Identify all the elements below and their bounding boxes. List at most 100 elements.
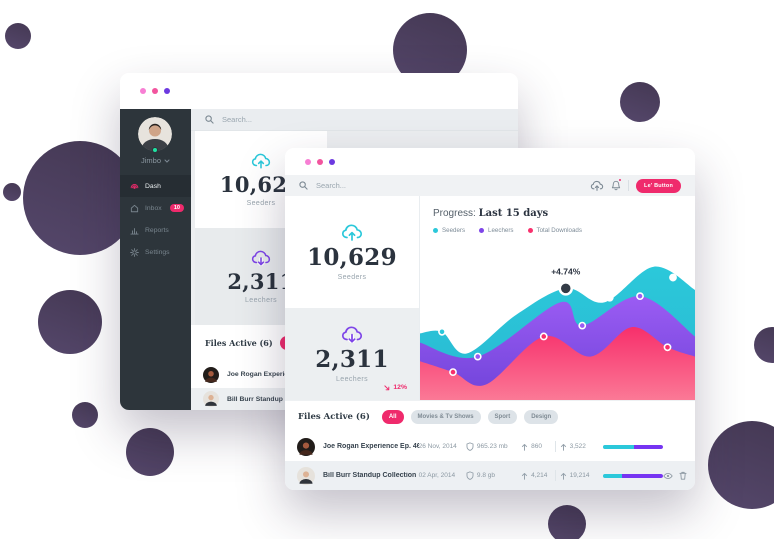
decor-circle	[620, 82, 660, 122]
arrow-up-icon	[560, 443, 566, 451]
trend-indicator: 12%	[384, 384, 407, 391]
decor-circle	[708, 421, 774, 509]
file-row[interactable]: Bill Burr Standup Collection 02 Apr, 201…	[285, 461, 695, 490]
file-title: Bill Burr Standup Collection	[227, 395, 318, 403]
seeders-label: Seeders	[246, 200, 276, 207]
window-controls[interactable]	[140, 88, 170, 94]
chevron-down-icon	[164, 159, 170, 163]
window-dot-icon[interactable]	[305, 158, 311, 165]
file-row[interactable]: Joe Rogan Experience Ep. 468 26 Nov, 201…	[285, 432, 695, 461]
file-size: 965.23 mb	[476, 443, 508, 450]
progress-bar	[603, 473, 663, 478]
reports-icon	[130, 226, 139, 235]
trend-value: 12%	[393, 384, 407, 391]
file-date: 26 Nov, 2014	[418, 443, 457, 450]
svg-text:+4.74%: +4.74%	[551, 266, 581, 276]
search-input[interactable]	[314, 180, 404, 191]
search-input[interactable]	[220, 114, 310, 125]
inbox-icon	[130, 204, 139, 213]
online-status-dot	[152, 147, 158, 153]
progress-bar	[603, 444, 663, 449]
cloud-download-icon	[251, 250, 271, 266]
avatar[interactable]	[138, 117, 172, 153]
trend-down-icon	[384, 384, 390, 390]
decor-circle	[5, 23, 31, 49]
user-photo	[138, 117, 172, 151]
seeders-label: Seeders	[337, 274, 367, 281]
window-dot-icon[interactable]	[152, 88, 158, 94]
window-dot-icon[interactable]	[317, 158, 323, 165]
progress-leechers	[622, 473, 663, 478]
front-window-titlebar	[285, 148, 695, 175]
progress-seeders	[603, 473, 623, 478]
cloud-download-icon	[341, 326, 363, 343]
decor-circle	[754, 327, 774, 363]
avatar	[203, 366, 219, 383]
filter-pill-design[interactable]: Design	[524, 409, 559, 424]
notification-dot	[618, 178, 623, 182]
files-active-label: Files Active (6)	[205, 338, 273, 348]
stats-column: 10,629 Seeders 2,311 Leechers 12%	[285, 196, 420, 400]
seeders-count: 860	[531, 443, 542, 450]
le-button[interactable]: Le' Button	[636, 178, 681, 193]
settings-icon	[130, 247, 139, 257]
leechers-label: Leechers	[245, 297, 277, 304]
seeders-stat: 10,629 Seeders	[285, 196, 419, 308]
legend-dot	[479, 228, 485, 233]
chart-panel: Progress: Last 15 days Seeders Leechers …	[420, 196, 695, 400]
search-icon	[299, 181, 308, 190]
sidebar-item-label: Inbox	[145, 204, 162, 212]
inbox-badge: 10	[169, 204, 184, 212]
decor-circle	[3, 183, 21, 201]
legend-dot	[433, 228, 438, 233]
filter-pill-movies[interactable]: Movies & Tv Shows	[410, 409, 481, 424]
legend-dot	[527, 228, 533, 233]
file-title: Joe Rogan Experience Ep. 468	[323, 443, 419, 450]
leechers-value: 2,311	[315, 346, 389, 373]
sidebar-item-settings[interactable]: Settings	[120, 241, 191, 263]
divider	[628, 180, 630, 191]
user-name: Jimbo	[140, 156, 161, 165]
files-active-bar: Files Active (6) All Movies & Tv Shows S…	[285, 400, 695, 432]
cloud-upload-icon	[251, 153, 271, 169]
window-dot-icon[interactable]	[329, 158, 335, 165]
area-chart: +4.74%	[420, 266, 695, 400]
cloud-upload-icon[interactable]	[590, 180, 604, 191]
file-size: 9.8 gb	[476, 472, 495, 479]
window-dot-icon[interactable]	[164, 88, 170, 94]
trash-icon[interactable]	[679, 471, 687, 480]
legend-label: Total Downloads	[536, 227, 582, 234]
sidebar-item-reports[interactable]: Reports	[120, 219, 191, 241]
sidebar-item-label: Settings	[145, 248, 170, 256]
shield-icon	[466, 471, 474, 480]
leechers-label: Leechers	[336, 376, 368, 383]
eye-icon[interactable]	[663, 472, 673, 480]
sidebar-item-dash[interactable]: Dash	[120, 175, 191, 197]
leechers-count: 3,522	[569, 443, 586, 450]
divider	[554, 470, 556, 481]
filter-pill-sport[interactable]: Sport	[487, 409, 518, 424]
filter-pill-all[interactable]: All	[381, 409, 404, 424]
arrow-up-icon	[522, 472, 528, 480]
file-title: Bill Burr Standup Collection	[323, 472, 417, 479]
window-controls[interactable]	[305, 158, 335, 165]
front-window: Le' Button 10,629 Seeders 2,31	[285, 148, 695, 490]
legend-label: Seeders	[442, 227, 466, 234]
avatar	[297, 466, 315, 485]
decor-circle	[38, 290, 102, 354]
back-window-titlebar	[120, 73, 518, 109]
sidebar-item-label: Dash	[145, 182, 161, 190]
user-menu[interactable]: Jimbo	[120, 156, 191, 165]
sidebar-item-inbox[interactable]: Inbox 10	[120, 197, 191, 219]
notifications-button[interactable]	[611, 178, 623, 191]
avatar	[297, 437, 315, 456]
seeders-count: 4,214	[531, 472, 548, 479]
window-dot-icon[interactable]	[140, 88, 146, 94]
file-date: 02 Apr, 2014	[418, 472, 456, 479]
progress-seeders	[603, 444, 635, 449]
chart-title: Progress: Last 15 days	[433, 208, 549, 219]
bell-icon	[611, 180, 621, 191]
seeders-value: 10,629	[307, 244, 397, 271]
dash-icon	[130, 182, 139, 191]
